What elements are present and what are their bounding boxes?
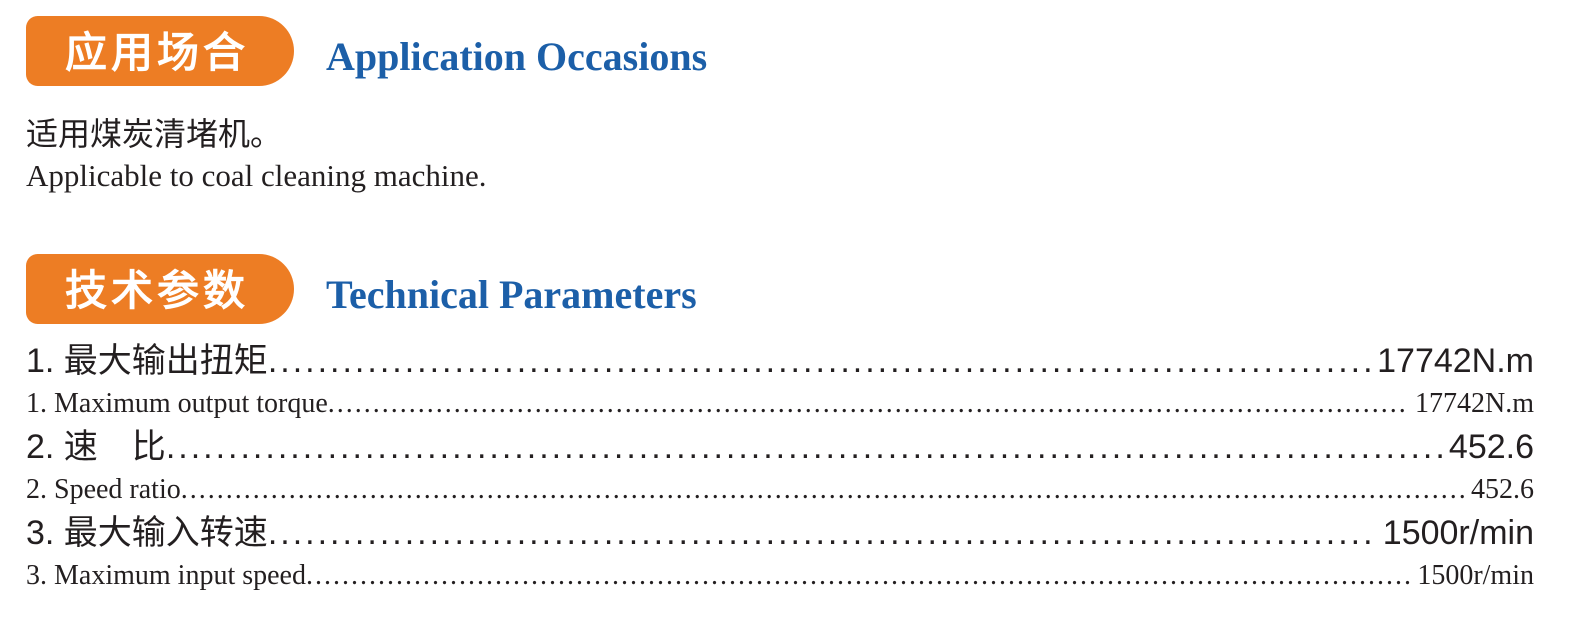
param-row-cn-2: 2. 速 比 452.6 [26,424,1534,470]
param-label: 1. Maximum output torque [26,388,328,419]
param-label: 2. Speed ratio [26,474,181,505]
dot-leader [268,338,1371,384]
dot-leader [181,470,1465,510]
param-row-en-3: 3. Maximum input speed 1500r/min [26,556,1534,596]
param-row-cn-3: 3. 最大输入转速 1500r/min [26,510,1534,556]
application-title: Application Occasions [326,33,708,79]
parameters-header: 技术参数 Technical Parameters [26,254,1534,324]
parameters-badge: 技术参数 [26,254,294,324]
param-value: 17742N.m [1415,388,1534,419]
application-body-en: Applicable to coal cleaning machine. [26,158,487,193]
parameters-title: Technical Parameters [326,271,697,317]
param-value: 1500r/min [1382,514,1534,552]
param-row-en-2: 2. Speed ratio 452.6 [26,470,1534,510]
param-value: 452.6 [1448,428,1534,466]
application-badge: 应用场合 [26,16,294,86]
param-value: 1500r/min [1417,560,1534,591]
application-header: 应用场合 Application Occasions [26,16,1534,86]
dot-leader [268,510,1377,556]
param-row-cn-1: 1. 最大输出扭矩 17742N.m [26,338,1534,384]
param-label: 3. Maximum input speed [26,560,306,591]
dot-leader [166,424,1443,470]
param-value: 17742N.m [1377,342,1534,380]
application-body-cn: 适用煤炭清堵机。 [26,116,283,152]
param-label: 2. 速 比 [26,428,166,466]
param-row-en-1: 1. Maximum output torque 17742N.m [26,384,1534,424]
dot-leader [328,384,1409,424]
param-label: 3. 最大输入转速 [26,514,268,552]
param-value: 452.6 [1471,474,1534,505]
dot-leader [306,556,1411,596]
param-label: 1. 最大输出扭矩 [26,342,268,380]
section-parameters: 技术参数 Technical Parameters 1. 最大输出扭矩 1774… [26,254,1534,596]
section-application: 应用场合 Application Occasions 适用煤炭清堵机。 Appl… [26,16,1534,196]
parameter-list: 1. 最大输出扭矩 17742N.m 1. Maximum output tor… [26,338,1534,596]
